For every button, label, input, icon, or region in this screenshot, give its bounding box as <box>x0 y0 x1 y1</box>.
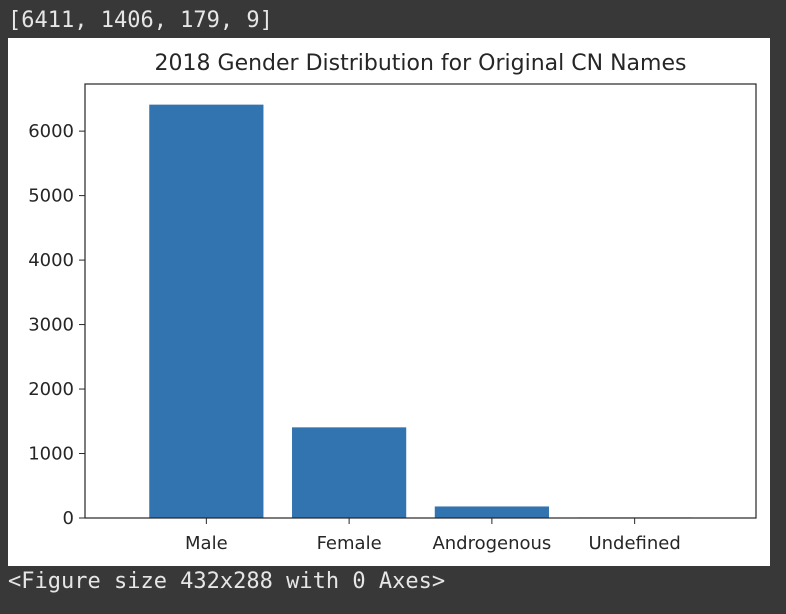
y-tick-label: 0 <box>63 508 74 529</box>
chart-title: 2018 Gender Distribution for Original CN… <box>155 51 687 76</box>
y-tick-label: 2000 <box>28 379 74 400</box>
y-tick-label: 1000 <box>28 444 74 465</box>
axes-frame <box>84 83 757 519</box>
x-tick-label: Androgenous <box>432 533 551 554</box>
bar-chart: Male Female Androgenous Undefined 0 1000 2000 3… <box>28 51 757 554</box>
x-tick-label: Male <box>185 533 228 554</box>
y-tick-label: 4000 <box>28 250 74 271</box>
figure-size-output-text: <Figure size 432x288 with 0 Axes> <box>8 569 446 594</box>
bar-androgenous <box>434 506 549 518</box>
figure-canvas: Male Female Androgenous Undefined 0 1000 2000 3… <box>8 38 770 566</box>
list-output-text: [6411, 1406, 179, 9] <box>8 8 273 33</box>
bar-female <box>292 427 407 518</box>
y-tick-label: 3000 <box>28 315 74 336</box>
x-tick-label: Undefined <box>588 533 680 554</box>
bar-male <box>149 104 264 519</box>
y-tick-label: 5000 <box>28 186 74 207</box>
y-tick-label: 6000 <box>28 121 74 142</box>
x-tick-label: Female <box>317 533 382 554</box>
